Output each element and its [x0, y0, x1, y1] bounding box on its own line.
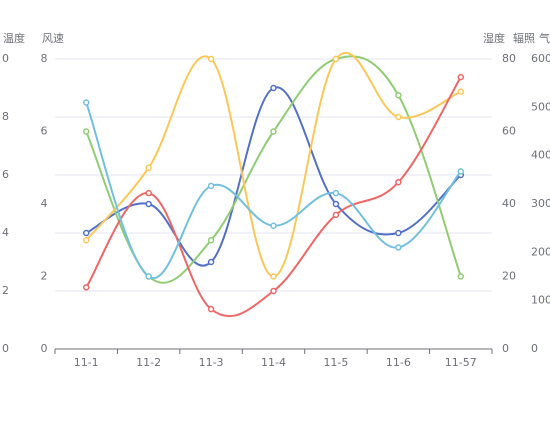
y3-tick-label: 100 [531, 294, 550, 307]
y3-axis-name: 辐照 [513, 31, 535, 45]
point [395, 179, 402, 186]
point [82, 99, 90, 106]
x-tick-label: 11-57 [445, 356, 477, 369]
x-tick-label: 11-5 [323, 356, 348, 369]
left-outer-axis-name: 温度 [3, 31, 25, 45]
point [82, 229, 90, 237]
point [82, 237, 90, 244]
point [332, 189, 340, 197]
point [270, 287, 277, 295]
y-axis-name: 风速 [42, 32, 64, 45]
series-line [85, 76, 462, 318]
y-tick-label: 4 [41, 197, 48, 210]
y3-tick-label: 400 [531, 149, 550, 162]
point [82, 284, 90, 291]
x-tick-label: 11-1 [74, 356, 99, 369]
point [270, 273, 277, 280]
y-tick-label: 8 [41, 52, 48, 65]
point [207, 55, 215, 63]
left-outer-tick-label: 4 [2, 226, 9, 239]
point [332, 200, 340, 208]
y2-tick-label: 40 [502, 197, 516, 210]
point [270, 84, 277, 92]
y2-axis-name: 湿度 [483, 31, 505, 45]
point [332, 55, 340, 63]
point [270, 128, 277, 135]
x-tick-label: 11-2 [136, 356, 161, 369]
point [395, 92, 402, 99]
point [395, 244, 402, 251]
y3-tick-label: 500 [531, 100, 550, 113]
y3-tick-label: 300 [531, 197, 550, 210]
point [457, 88, 465, 95]
left-outer-tick-label: 2 [2, 284, 9, 297]
point [145, 164, 152, 171]
x-tick-label: 11-6 [386, 356, 411, 369]
point [332, 211, 340, 219]
y2-tick-label: 20 [502, 270, 516, 283]
y3-tick-label: 0 [531, 342, 538, 355]
point [207, 237, 215, 244]
y-tick-label: 0 [41, 342, 48, 355]
point [395, 229, 402, 237]
point [395, 113, 402, 121]
point [207, 305, 215, 313]
point [457, 73, 465, 81]
y3-tick-label: 600 [531, 52, 550, 65]
left-outer-tick-label: 0 [2, 342, 9, 355]
point [145, 200, 152, 208]
y-tick-label: 6 [41, 125, 48, 138]
point [207, 182, 215, 190]
left-outer-tick-label: 8 [2, 110, 9, 123]
point [145, 189, 152, 197]
point [457, 273, 465, 280]
left-outer-tick-label: 0 [2, 52, 9, 65]
y2-tick-label: 60 [502, 125, 516, 138]
point [207, 258, 215, 266]
y3-tick-label: 200 [531, 245, 550, 258]
y4-axis-name: 气 [539, 31, 550, 45]
point [145, 273, 152, 280]
y2-tick-label: 0 [502, 342, 509, 355]
point [82, 128, 90, 135]
point [457, 168, 465, 175]
x-tick-label: 11-4 [261, 356, 286, 369]
point [270, 222, 277, 229]
x-tick-label: 11-3 [199, 356, 224, 369]
y-tick-label: 2 [41, 270, 48, 283]
y2-tick-label: 80 [502, 52, 516, 65]
left-outer-tick-label: 6 [2, 168, 9, 181]
